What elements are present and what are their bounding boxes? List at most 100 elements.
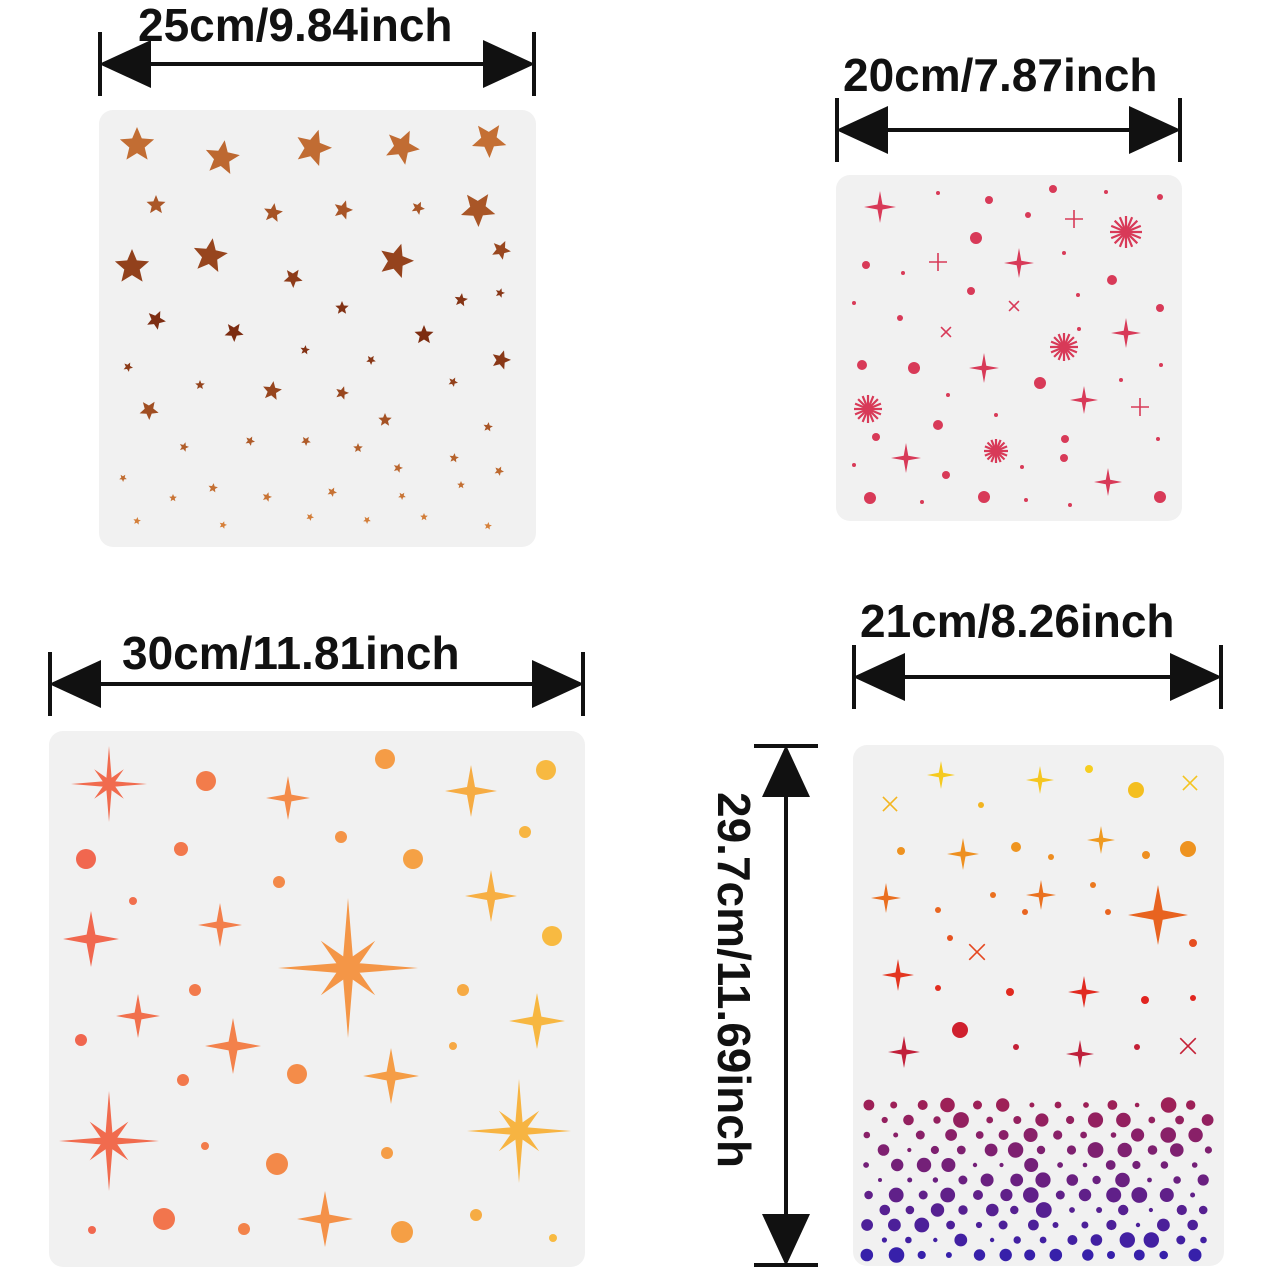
dot-shape	[1048, 854, 1054, 860]
dot-shape	[1057, 1162, 1063, 1168]
dot-shape	[1010, 1205, 1019, 1215]
dot-shape	[933, 1116, 941, 1124]
dot-shape	[967, 287, 975, 295]
sparkle-shape	[465, 870, 517, 922]
dot-shape	[1013, 1116, 1022, 1124]
star-shape	[393, 463, 403, 473]
dot-shape	[1118, 1204, 1129, 1216]
dot-shape	[954, 1233, 968, 1247]
dot-shape	[914, 1217, 930, 1233]
dot-shape	[1154, 491, 1166, 503]
dot-shape	[1106, 1219, 1117, 1231]
dot-shape	[1204, 1146, 1212, 1154]
dot-shape	[890, 1101, 898, 1109]
dot-shape	[1055, 1190, 1065, 1200]
dot-shape	[1034, 377, 1046, 389]
star-shape	[366, 355, 376, 365]
dot-shape	[860, 1248, 874, 1262]
star-shape	[139, 401, 159, 420]
star-shape	[492, 241, 511, 260]
dot-shape	[1092, 1175, 1101, 1185]
dot-shape	[973, 1190, 983, 1200]
star-shape	[264, 203, 283, 222]
dot-shape	[1133, 1249, 1145, 1261]
sparkle-shape	[1070, 386, 1098, 414]
dot-shape	[1023, 1128, 1038, 1142]
cross-shape	[1131, 398, 1149, 416]
dot-shape	[1076, 293, 1080, 297]
dot-shape	[1132, 1160, 1141, 1170]
stencil3-width-label: 30cm/11.81inch	[122, 627, 460, 679]
dot-shape	[994, 413, 998, 417]
dot-shape	[1077, 327, 1081, 331]
dot-shape	[1035, 1202, 1052, 1218]
dot-shape	[1023, 1187, 1039, 1203]
cross-shape	[882, 796, 898, 812]
dot-shape	[1186, 1100, 1196, 1110]
star-shape	[283, 269, 303, 288]
dot-shape	[1054, 1101, 1062, 1109]
dot-shape	[1087, 1142, 1104, 1158]
dot-shape	[1159, 1188, 1174, 1202]
dot-shape	[1082, 1249, 1094, 1261]
dot-shape	[1198, 1205, 1208, 1215]
dot-shape	[1029, 1102, 1035, 1108]
star-shape	[224, 323, 244, 342]
star-shape	[386, 130, 420, 165]
dot-shape	[917, 1100, 928, 1110]
dot-shape	[1143, 1232, 1159, 1248]
dot-shape	[1200, 1236, 1207, 1244]
dot-shape	[1134, 1102, 1140, 1108]
dot-shape	[918, 1190, 928, 1200]
dot-shape	[852, 463, 856, 467]
dot-shape	[958, 1175, 968, 1185]
dot-shape	[864, 1190, 873, 1200]
dot-shape	[989, 1237, 995, 1243]
star-shape	[262, 492, 272, 502]
dot-shape	[1173, 1176, 1181, 1184]
star-shape	[219, 521, 227, 529]
dot-shape	[972, 1162, 978, 1168]
dot-shape	[1022, 909, 1028, 915]
star-shape	[119, 474, 127, 482]
star-pattern	[114, 125, 511, 530]
dot-shape	[945, 1252, 952, 1258]
star-shape	[146, 195, 166, 214]
dot-shape	[999, 1248, 1012, 1262]
sparkle-shape	[266, 776, 310, 820]
dot-shape	[457, 984, 469, 996]
sparkle-shape	[445, 765, 497, 817]
sparkle-shape	[1087, 826, 1115, 854]
dot-shape	[1160, 1127, 1176, 1143]
dot-shape	[1080, 1131, 1087, 1139]
dot-shape	[1156, 304, 1164, 312]
dot-shape	[1052, 1222, 1059, 1228]
sparkle-shape	[63, 911, 119, 967]
stencil1-width-label: 25cm/9.84inch	[138, 0, 453, 51]
dot-shape	[1096, 1207, 1103, 1213]
dot-shape	[930, 1203, 945, 1217]
dot-shape	[1068, 503, 1072, 507]
star-shape	[495, 288, 505, 298]
dot-shape	[998, 1220, 1008, 1230]
dot-shape	[1082, 1162, 1088, 1168]
dot-shape	[1106, 1187, 1122, 1203]
sparkle-shape	[1004, 248, 1034, 278]
star-shape	[263, 381, 282, 400]
dot-shape	[1131, 1187, 1148, 1203]
dot-shape	[1116, 1112, 1131, 1128]
dot-shape	[1090, 1234, 1103, 1246]
stencil4-height-label: 29.7cm/11.69inch	[708, 792, 760, 1168]
star-shape	[301, 436, 311, 446]
sparkle-shape	[1128, 885, 1188, 945]
stencil4-width-label: 21cm/8.26inch	[860, 595, 1175, 647]
sparkle-shape	[509, 993, 565, 1049]
sparkle-shape	[1068, 976, 1100, 1008]
dot-shape	[1110, 1132, 1117, 1138]
sparkle-shape	[871, 883, 901, 913]
dot-shape	[958, 1205, 968, 1215]
star-shape	[300, 345, 310, 355]
dot-shape	[1024, 1249, 1036, 1261]
star-shape	[411, 201, 425, 215]
sparkle-shape	[927, 761, 955, 789]
